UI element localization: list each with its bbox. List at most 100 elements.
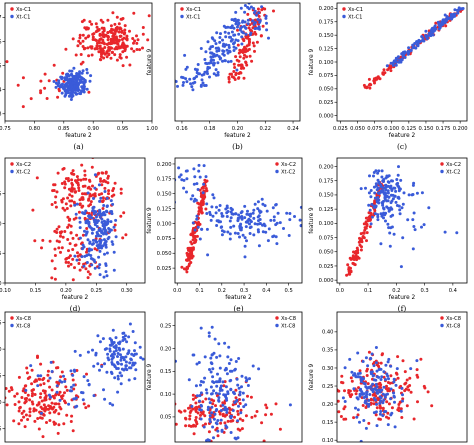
data-point — [98, 245, 102, 249]
data-point — [89, 200, 93, 204]
data-point — [98, 249, 102, 253]
data-point — [278, 221, 282, 225]
data-point — [141, 357, 145, 361]
data-point — [231, 403, 235, 407]
scatter-panel-a: 0.750.800.850.900.951.001.31.41.51.61.7f… — [0, 2, 158, 151]
data-point — [359, 248, 363, 252]
series-Xt-C1 — [175, 3, 270, 92]
data-point — [92, 242, 95, 245]
data-point — [89, 74, 93, 78]
data-point — [228, 50, 232, 54]
data-point — [217, 396, 221, 400]
data-point — [108, 29, 112, 33]
data-point — [246, 394, 249, 398]
data-point — [377, 180, 381, 184]
data-point — [106, 42, 109, 46]
data-point — [241, 19, 245, 23]
data-point — [346, 263, 350, 267]
data-point — [130, 352, 134, 356]
data-point — [112, 187, 116, 190]
data-point — [197, 169, 201, 173]
data-point — [189, 256, 193, 260]
data-point — [193, 76, 197, 80]
data-point — [222, 24, 226, 28]
data-point — [217, 342, 221, 346]
data-point — [128, 361, 132, 365]
data-point — [207, 331, 211, 335]
data-point — [114, 345, 118, 349]
scatter-panel-d: 0.100.150.200.250.3000051015feature 2(d)… — [0, 157, 146, 313]
data-point — [247, 7, 251, 11]
data-point — [194, 420, 198, 424]
data-point — [298, 218, 302, 222]
y-tick-label: 15 — [0, 192, 2, 198]
data-point — [239, 71, 243, 75]
data-point — [350, 393, 354, 397]
data-point — [382, 216, 385, 220]
data-point — [227, 80, 231, 84]
data-point — [238, 402, 242, 405]
data-point — [363, 228, 367, 232]
legend-label: Xt-C8 — [446, 323, 460, 329]
data-point — [22, 409, 26, 413]
data-point — [262, 439, 266, 442]
data-point — [221, 59, 224, 63]
data-point — [369, 398, 373, 402]
y-tick-label: 1.7 — [0, 15, 2, 21]
data-point — [76, 74, 80, 78]
data-point — [388, 244, 392, 248]
data-point — [365, 239, 368, 243]
data-point — [191, 247, 195, 251]
series-Xt-C1 — [52, 66, 93, 101]
data-point — [241, 233, 245, 237]
data-point — [89, 203, 92, 206]
data-point — [372, 364, 376, 368]
data-point — [23, 425, 27, 429]
data-point — [82, 90, 86, 94]
data-point — [64, 73, 68, 77]
data-point — [116, 377, 120, 381]
data-point — [397, 406, 401, 410]
data-point — [111, 403, 115, 407]
data-point — [235, 68, 239, 72]
data-point — [182, 178, 186, 182]
y-tick-label: 0.050 — [157, 251, 172, 257]
x-tick-label: 0.30 — [121, 288, 133, 294]
data-point — [109, 199, 113, 203]
data-point — [233, 66, 237, 69]
data-point — [373, 196, 377, 200]
data-point — [377, 192, 381, 195]
data-point — [235, 377, 239, 381]
data-point — [104, 220, 107, 224]
data-point — [259, 34, 263, 38]
data-point — [401, 397, 405, 401]
data-point — [248, 54, 252, 58]
legend-label: Xt-C2 — [446, 169, 460, 175]
data-point — [251, 211, 255, 215]
data-point — [78, 70, 82, 74]
data-point — [379, 405, 382, 409]
data-point — [74, 396, 78, 400]
legend-label: Xs-C1 — [348, 7, 363, 13]
data-point — [184, 67, 188, 71]
data-point — [264, 14, 268, 18]
data-point — [249, 5, 253, 9]
data-point — [85, 372, 88, 376]
data-point — [247, 47, 251, 51]
data-point — [86, 276, 90, 280]
data-point — [216, 434, 220, 438]
data-point — [81, 45, 85, 48]
data-point — [201, 380, 205, 384]
data-point — [76, 82, 79, 85]
data-point — [107, 192, 110, 196]
data-point — [206, 253, 210, 257]
data-point — [271, 235, 275, 239]
data-point — [102, 388, 105, 392]
data-point — [119, 191, 123, 195]
data-point — [382, 398, 386, 402]
data-point — [368, 86, 372, 90]
data-point — [132, 49, 136, 53]
data-point — [50, 259, 54, 263]
data-point — [100, 220, 104, 224]
data-point — [258, 222, 262, 225]
